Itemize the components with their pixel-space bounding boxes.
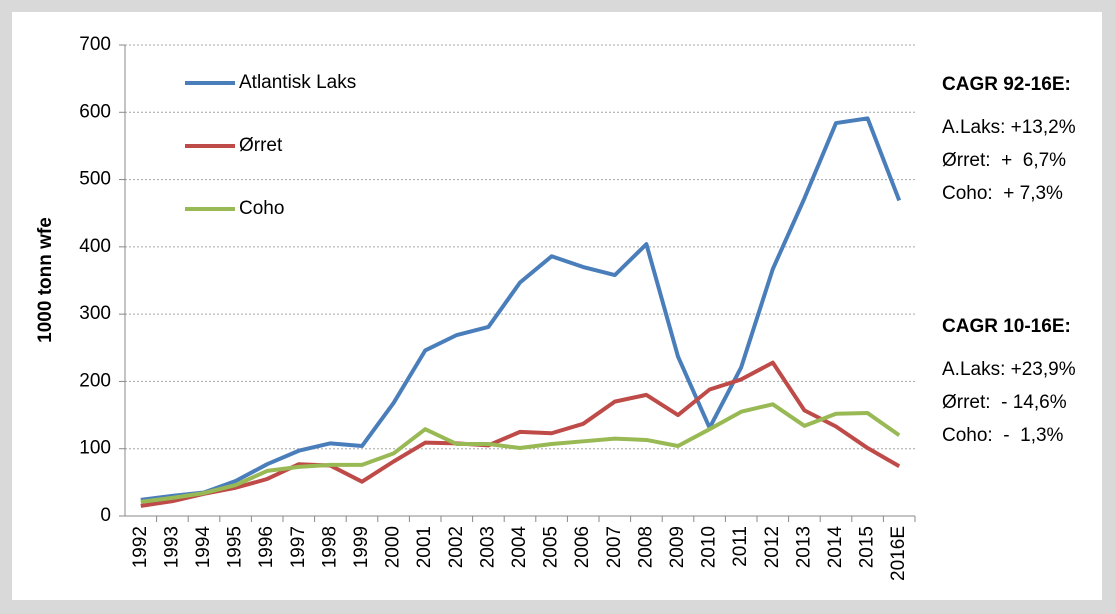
legend-label: Atlantisk Laks (239, 72, 356, 93)
x-tick-label: 2009 (667, 526, 688, 568)
x-tick-label: 1994 (193, 526, 214, 569)
series-line (140, 360, 901, 508)
y-tick-label: 0 (100, 505, 111, 526)
x-tick-label: 2016E (888, 526, 909, 581)
x-tick-label: 2007 (604, 526, 625, 568)
x-tick-label: 1993 (161, 526, 182, 568)
x-tick-label: 1997 (288, 526, 309, 568)
x-tick-label: 2002 (446, 526, 467, 568)
x-tick-label: 2011 (730, 526, 751, 567)
x-tick-label: 2015 (857, 526, 878, 568)
y-tick-label: 600 (79, 101, 111, 122)
annotation-line: A.Laks: +23,9% (942, 359, 1076, 380)
annotation-line: Coho: - 1,3% (942, 425, 1064, 446)
y-tick-label: 100 (79, 438, 111, 459)
x-tick-label: 2004 (509, 526, 530, 569)
x-tick-label: 2003 (477, 526, 498, 568)
y-tick-label: 700 (79, 34, 111, 55)
y-axis-label: 1000 tonn wfe (35, 217, 56, 343)
x-tick-label: 1992 (130, 526, 151, 568)
x-tick-label: 1996 (256, 526, 277, 568)
y-tick-label: 300 (79, 303, 111, 324)
annotation-line: A.Laks: +13,2% (942, 117, 1076, 138)
x-tick-label: 1995 (225, 526, 246, 568)
x-tick-label: 2006 (572, 526, 593, 568)
x-tick-label: 2010 (699, 526, 720, 568)
legend-label: Coho (239, 198, 284, 219)
annotation-title: CAGR 10-16E: (942, 316, 1071, 337)
x-tick-label: 2012 (762, 526, 783, 568)
series-line (140, 116, 902, 502)
x-tick-label: 2000 (383, 526, 404, 568)
x-tick-label: 1998 (319, 526, 340, 568)
x-tick-label: 2014 (825, 526, 846, 569)
chart-area (12, 12, 1102, 600)
series-line (140, 402, 901, 504)
annotation-line: Ørret: - 14,6% (942, 392, 1067, 413)
x-tick-label: 2005 (541, 526, 562, 568)
annotation-line: Ørret: + 6,7% (942, 150, 1066, 171)
y-tick-label: 500 (79, 169, 111, 190)
y-tick-label: 200 (79, 370, 111, 391)
annotation-line: Coho: + 7,3% (942, 183, 1063, 204)
x-tick-label: 2008 (635, 526, 656, 568)
annotation-title: CAGR 92-16E: (942, 74, 1071, 95)
legend-label: Ørret (239, 135, 283, 156)
x-tick-label: 2001 (414, 526, 435, 568)
x-tick-label: 1999 (351, 526, 372, 568)
y-tick-label: 400 (79, 236, 111, 257)
x-tick-label: 2013 (793, 526, 814, 568)
